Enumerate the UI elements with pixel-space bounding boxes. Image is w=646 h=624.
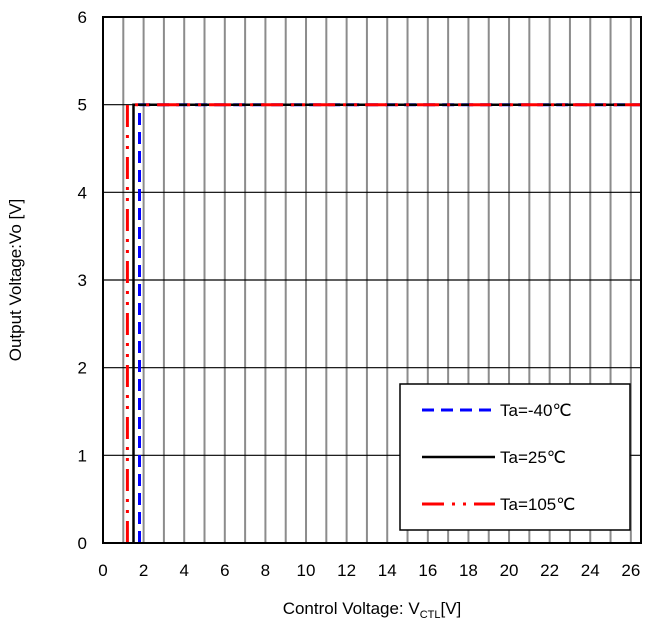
x-tick-label: 16: [418, 561, 437, 580]
y-tick-label: 4: [78, 183, 87, 202]
x-tick-label: 2: [139, 561, 148, 580]
legend-label-0: Ta=-40℃: [500, 401, 572, 420]
y-axis-label: Output Voltage:Vo [V]: [6, 199, 25, 362]
series-line-2: [125, 103, 641, 543]
y-tick-label: 1: [78, 446, 87, 465]
x-tick-label: 10: [297, 561, 316, 580]
legend-label-1: Ta=25℃: [500, 448, 566, 467]
x-tick-label: 8: [261, 561, 270, 580]
plot-frame: [102, 16, 642, 544]
y-tick-label: 3: [78, 271, 87, 290]
x-tick-label: 24: [581, 561, 600, 580]
x-tick-label: 14: [378, 561, 397, 580]
x-tick-label: 22: [540, 561, 559, 580]
y-tick-label: 2: [78, 359, 87, 378]
legend-label-2: Ta=105℃: [500, 495, 575, 514]
series-layer: [125, 103, 641, 543]
x-axis-label-unit: [V]: [441, 599, 462, 618]
y-tick-label: 5: [78, 96, 87, 115]
x-tick-label: 4: [179, 561, 188, 580]
x-tick-label: 18: [459, 561, 478, 580]
x-tick-label: 20: [500, 561, 519, 580]
y-axis-ticks: 0 1 2 3 4 5 6: [78, 8, 87, 553]
x-axis-label-subscript: CTL: [420, 609, 441, 621]
x-tick-label: 0: [98, 561, 107, 580]
x-axis-label: Control Voltage: VCTL[V]: [283, 599, 462, 621]
x-axis-label-main: Control Voltage: V: [283, 599, 421, 618]
x-axis-ticks: 0 2 4 6 8 10 12 14 16 18 20 22 24 26: [98, 561, 640, 580]
x-tick-label: 12: [337, 561, 356, 580]
x-tick-label: 26: [621, 561, 640, 580]
y-tick-label: 0: [78, 534, 87, 553]
x-tick-label: 6: [220, 561, 229, 580]
legend: Ta=-40℃ Ta=25℃ Ta=105℃: [399, 383, 631, 531]
y-tick-label: 6: [78, 8, 87, 27]
